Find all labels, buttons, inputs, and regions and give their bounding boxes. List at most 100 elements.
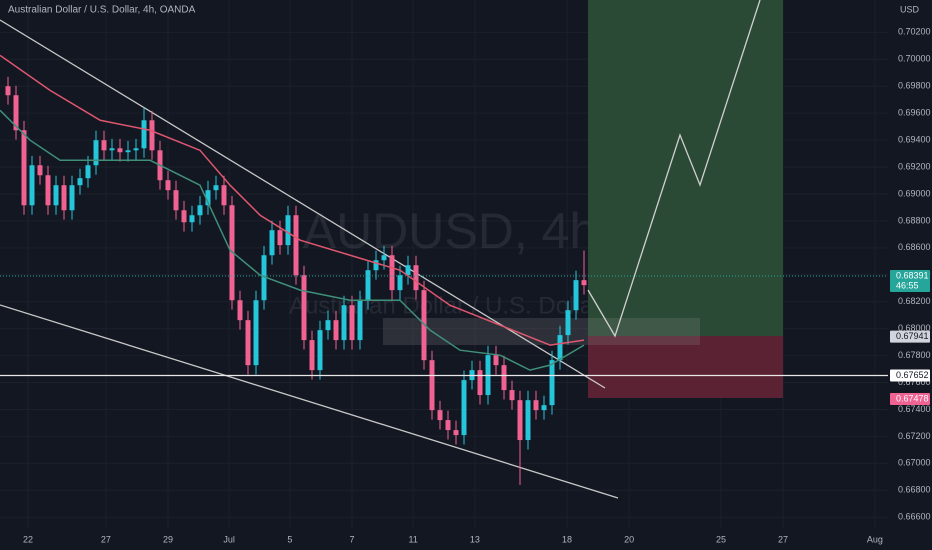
candle-body [149, 120, 155, 151]
candle-body [389, 255, 395, 291]
price-tag [890, 330, 930, 343]
y-tick-label: 0.70200 [898, 27, 931, 37]
candle-body [285, 215, 291, 246]
candle-body [357, 300, 363, 341]
candle-body [13, 95, 19, 131]
y-tick-label: 0.69600 [898, 108, 931, 118]
candle-body [181, 210, 187, 223]
x-tick-label: 18 [562, 534, 572, 544]
candle-body [133, 148, 139, 151]
candle-body [565, 310, 571, 336]
candle-body [269, 230, 275, 256]
candle-body [517, 400, 523, 441]
x-tick-label: 13 [470, 534, 480, 544]
candle-body [221, 185, 227, 206]
candle-body [437, 410, 443, 421]
axes: 0.66600 0.66800 0.67000 0.67200 0.67400 0.676… [23, 27, 931, 545]
candle-body [509, 390, 515, 401]
y-tick-label: 0.69200 [898, 161, 931, 171]
candle-body [301, 275, 307, 341]
time-axis [0, 528, 932, 550]
stop-zone [588, 336, 783, 398]
x-tick-label: 27 [101, 534, 111, 544]
candle-body [325, 320, 331, 331]
price-tag-label: 0.68391 [896, 270, 929, 280]
candle-body [405, 265, 411, 276]
target-zone [588, 0, 783, 336]
candle-body [573, 280, 579, 311]
plot [0, 54, 888, 486]
x-tick-label: 29 [163, 534, 173, 544]
candle-body [413, 265, 419, 291]
candle-body [453, 430, 459, 436]
y-tick-label: 0.69400 [898, 134, 931, 144]
y-tick-label: 0.68600 [898, 242, 931, 252]
candle-body [365, 270, 371, 301]
y-tick-label: 0.68200 [898, 296, 931, 306]
moving-average [0, 109, 585, 371]
candle-body [85, 165, 91, 179]
candle-body [189, 215, 195, 223]
y-tick-label: 0.70000 [898, 54, 931, 64]
price-tag-label: 0.67941 [896, 331, 929, 341]
y-tick-label: 0.67200 [898, 431, 931, 441]
chart-title: Australian Dollar / U.S. Dollar, 4h, OAN… [8, 5, 196, 16]
candle-body [5, 86, 11, 96]
candle-body [165, 180, 171, 191]
countdown: 46:55 [896, 280, 919, 290]
candle-body [461, 380, 467, 436]
candle-body [293, 215, 299, 276]
price-tag [890, 369, 930, 382]
x-tick-label: Jul [223, 534, 235, 544]
candle-body [477, 370, 483, 396]
price-tag [890, 392, 930, 405]
candle-body [213, 185, 219, 191]
y-tick-label: 0.69800 [898, 81, 931, 91]
candle-body [173, 190, 179, 211]
candle-body [445, 420, 451, 431]
y-tick-label: 0.66800 [898, 485, 931, 495]
y-tick-label: 0.66600 [898, 512, 931, 522]
candle-body [45, 175, 51, 206]
x-tick-label: 11 [408, 534, 417, 544]
candle-body [557, 335, 563, 361]
candle-body [541, 405, 547, 411]
candle-body [109, 148, 115, 151]
candle-body [397, 275, 403, 291]
candle-body [101, 140, 107, 151]
candle-body [245, 320, 251, 366]
x-tick-label: 27 [778, 534, 788, 544]
candle-body [317, 330, 323, 371]
axis-unit: USD [900, 4, 920, 14]
watermark: AUDUSD, 4h [303, 203, 598, 259]
x-tick-label: 22 [23, 534, 33, 544]
x-tick-label: 20 [624, 534, 634, 544]
candle-body [21, 130, 27, 206]
candle-body [373, 260, 379, 271]
candle-body [421, 290, 427, 361]
candle-body [117, 148, 123, 153]
y-tick-label: 0.67600 [898, 377, 931, 387]
projection [587, 0, 761, 338]
candle-body [69, 185, 75, 211]
price-tag [890, 269, 930, 292]
candle-body [341, 305, 347, 341]
trendline [0, 304, 619, 499]
candle-body [125, 150, 131, 153]
candle-body [525, 400, 531, 441]
candle-body [309, 340, 315, 371]
candle-body [29, 165, 35, 206]
x-tick-label: 7 [349, 534, 354, 544]
candle-body [549, 360, 555, 406]
x-tick-label: 5 [287, 534, 292, 544]
candle-body [237, 300, 243, 321]
candle-body [141, 120, 147, 149]
range-box [383, 318, 700, 345]
candle-body [333, 320, 339, 341]
candle-body [205, 190, 211, 206]
candle-body [501, 365, 507, 391]
candle-body [277, 230, 283, 246]
y-tick-label: 0.69000 [898, 188, 931, 198]
